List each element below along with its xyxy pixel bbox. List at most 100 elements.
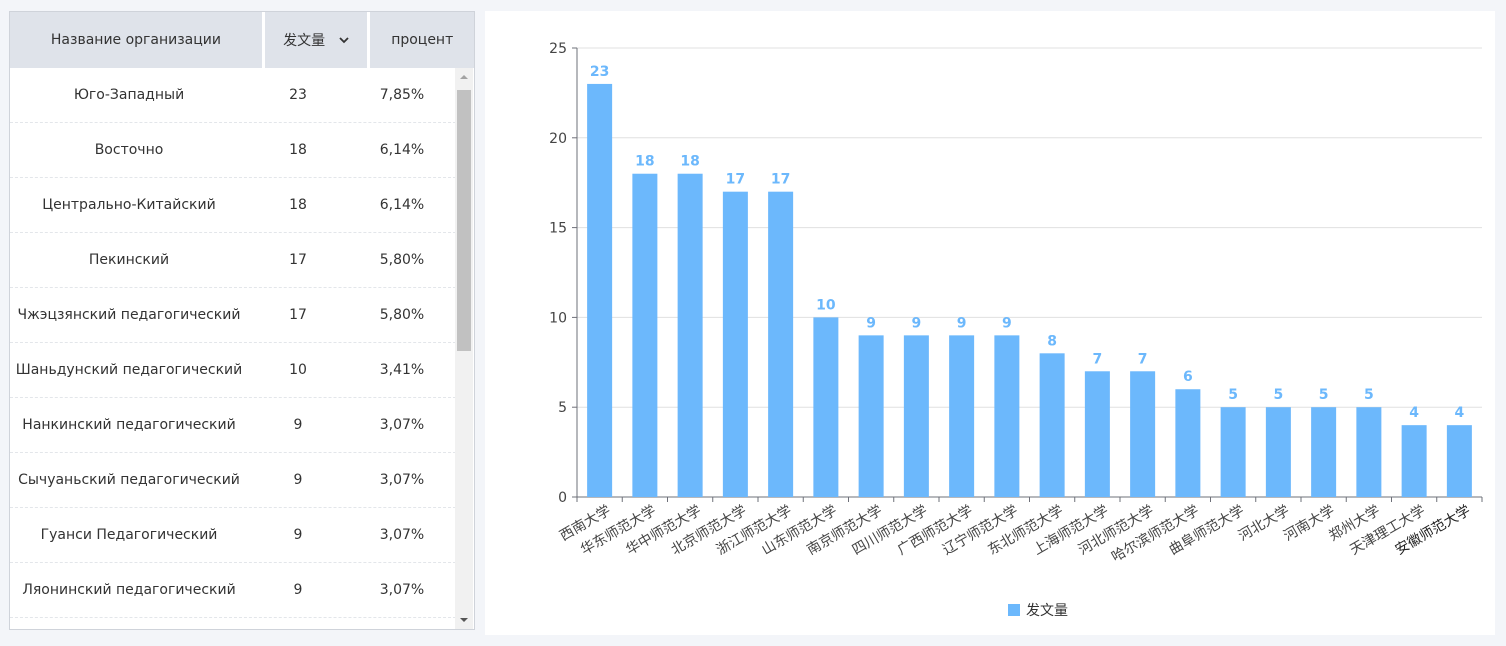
percent-cell: 3,07% [379,527,425,543]
organization-name-cell: Нанкинский педагогический [22,417,236,433]
table-row[interactable]: Сычуаньский педагогический 9 3,07% [10,453,456,508]
table-row[interactable]: Чжэцзянский педагогический 17 5,80% [10,288,456,343]
bar-value-label: 17 [726,172,745,188]
bar-value-label: 17 [771,172,790,188]
publication-count-cell: 17 [289,307,307,323]
organization-name-cell: Центрально-Китайский [42,197,216,213]
organization-name-cell: Пекинский [88,252,170,268]
bar-value-label: 9 [957,315,967,331]
x-tick-label: 河北大学 [1236,503,1292,545]
publication-count-cell: 23 [289,87,307,103]
legend-label: 发文量 [1026,603,1068,619]
scroll-down-arrow-icon[interactable] [455,611,473,629]
table-row[interactable]: Восточно 18 6,14% [10,123,456,178]
table-body: Юго-Западный 23 7,85% Восточно 18 6,14% Центра… [10,68,456,629]
y-tick-label: 20 [549,131,567,147]
bar [1356,407,1382,497]
y-tick-label: 25 [549,41,567,57]
bar [587,83,613,498]
publication-count-cell: 17 [289,252,307,268]
organization-table: Название организации 发文量 процент Юго-Зап… [9,11,475,630]
bar-value-label: 18 [680,154,699,170]
publication-count-cell: 18 [289,197,307,213]
bar-value-label: 8 [1047,333,1057,349]
bar [813,317,839,497]
bar [722,191,748,497]
header-organization-name[interactable]: Название организации [10,12,262,68]
publication-count-cell: 10 [289,362,307,378]
table-row[interactable]: Центрально-Китайский 18 6,14% [10,178,456,233]
bar [1084,371,1110,497]
bar-value-label: 5 [1274,387,1284,403]
bar-value-label: 7 [1138,351,1148,367]
scrollbar-thumb[interactable] [457,90,471,351]
bar [994,335,1020,497]
bar [677,173,703,497]
bar [949,335,975,497]
table-row[interactable]: Юго-Западный 23 7,85% [10,68,456,123]
percent-cell: 3,07% [379,417,425,433]
publication-count-cell: 18 [289,142,307,158]
percent-cell: 3,07% [379,582,425,598]
y-tick-label: 15 [549,221,567,237]
bar-value-label: 4 [1409,405,1419,421]
organization-name-cell: Восточно [94,142,164,158]
publication-count-cell: 9 [293,417,303,433]
table-row[interactable]: Ляонинский педагогический 9 3,07% [10,563,456,618]
table-row[interactable]: Нанкинский педагогический 9 3,07% [10,398,456,453]
publication-count-cell: 9 [293,527,303,543]
bar-value-label: 6 [1183,369,1193,385]
bar-value-label: 5 [1364,387,1374,403]
percent-cell: 7,85% [379,87,425,103]
table-row[interactable]: Пекинский 17 5,80% [10,233,456,288]
chart-panel: 0 5 10 15 20 25 23 西南大学 18 华东师范大学 18 华中师范大学 17 北京师范大学… [485,11,1495,635]
header-percent-label: процент [391,32,454,48]
bar-value-label: 4 [1455,405,1465,421]
bar [1220,407,1246,497]
bar-value-label: 5 [1319,387,1329,403]
bar [1175,389,1201,497]
bar [1130,371,1156,497]
bar-value-label: 7 [1093,351,1103,367]
table-row[interactable]: Шаньдунский педагогический 10 3,41% [10,343,456,398]
y-tick-label: 0 [558,490,567,506]
bar-value-label: 9 [866,315,876,331]
header-count-label: 发文量 [283,33,326,49]
bar-value-label: 23 [590,64,609,80]
bar [1039,353,1065,497]
bar-value-label: 10 [816,297,836,313]
bar [1311,407,1337,497]
bar-value-label: 9 [1002,315,1012,331]
organization-name-cell: Юго-Западный [73,87,185,103]
percent-cell: 6,14% [379,142,425,158]
table-scrollbar[interactable] [455,68,473,629]
scroll-up-arrow-icon[interactable] [455,68,473,86]
percent-cell: 3,07% [379,472,425,488]
percent-cell: 5,80% [379,252,425,268]
header-percent[interactable]: процент [370,12,474,68]
chevron-down-icon[interactable] [339,35,349,45]
publication-count-cell: 9 [293,582,303,598]
header-organization-label: Название организации [50,32,221,48]
bar [1401,425,1427,497]
organization-name-cell: Чжэцзянский педагогический [17,307,241,323]
percent-cell: 3,41% [379,362,425,378]
bar [858,335,884,497]
y-tick-label: 5 [558,400,567,416]
bar-value-label: 18 [635,154,654,170]
organization-name-cell: Шаньдунский педагогический [15,362,243,378]
legend-swatch [1008,604,1020,616]
bar [768,191,794,497]
percent-cell: 6,14% [379,197,425,213]
bar-value-label: 9 [912,315,922,331]
percent-cell: 5,80% [379,307,425,323]
table-row[interactable]: Гуанси Педагогический 9 3,07% [10,508,456,563]
bar [1446,425,1472,497]
bar [632,173,658,497]
bar-chart: 051015202523西南大学18华东师范大学18华中师范大学17北京师范大学… [549,41,1483,619]
header-publication-count[interactable]: 发文量 [264,12,368,68]
table-header: Название организации 发文量 процент [10,12,474,68]
publication-count-cell: 9 [293,472,303,488]
organization-name-cell: Сычуаньский педагогический [18,472,240,488]
y-tick-label: 10 [549,310,567,326]
